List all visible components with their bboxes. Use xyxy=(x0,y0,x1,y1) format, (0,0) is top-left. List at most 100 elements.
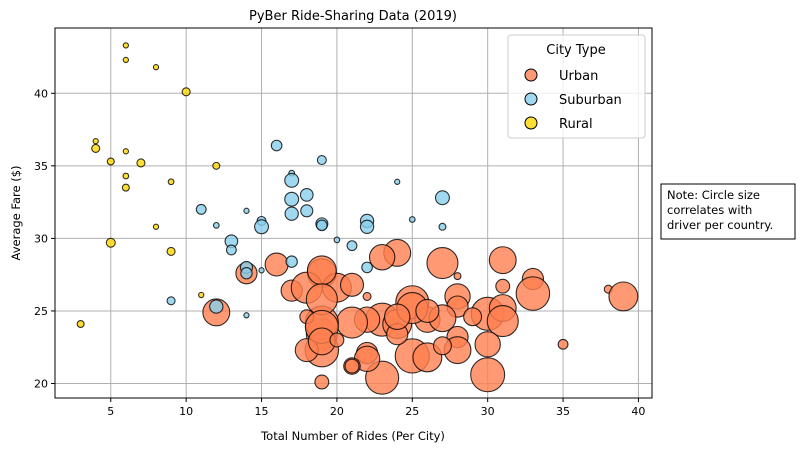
series-suburban xyxy=(166,139,450,319)
urban-bubble xyxy=(474,331,501,358)
x-tick-label: 35 xyxy=(556,405,570,418)
rural-bubble xyxy=(105,237,116,248)
x-tick-label: 15 xyxy=(255,405,269,418)
legend-marker-urban xyxy=(524,68,538,82)
note-box: Note: Circle size correlates with driver… xyxy=(660,183,796,240)
urban-bubble xyxy=(329,332,345,348)
rural-bubble xyxy=(122,172,130,180)
rural-bubble xyxy=(121,183,130,192)
x-tick-label: 25 xyxy=(405,405,419,418)
rural-bubble xyxy=(167,178,175,186)
chart-title: PyBer Ride-Sharing Data (2019) xyxy=(249,9,457,24)
suburban-bubble xyxy=(316,155,327,166)
y-tick-label: 25 xyxy=(34,305,48,318)
suburban-bubble xyxy=(254,219,270,235)
rural-bubble xyxy=(122,42,130,49)
rural-bubble xyxy=(136,158,146,168)
suburban-bubble xyxy=(225,244,237,256)
urban-bubble xyxy=(314,374,330,390)
rural-bubble xyxy=(122,56,130,64)
x-tick-label: 5 xyxy=(107,405,114,418)
suburban-bubble xyxy=(394,178,401,185)
urban-bubble xyxy=(306,255,337,286)
urban-bubble xyxy=(368,244,396,271)
x-tick-label: 20 xyxy=(330,405,344,418)
x-tick-label: 40 xyxy=(631,405,645,418)
suburban-bubble xyxy=(195,203,207,215)
y-axis-ticks: 20 25 30 35 40 xyxy=(34,87,55,390)
suburban-bubble xyxy=(299,187,314,202)
legend-marker-suburban xyxy=(524,92,538,106)
note-line-2: correlates with xyxy=(667,203,752,217)
x-axis-ticks: 5 10 15 20 25 30 35 40 xyxy=(107,398,645,418)
suburban-bubble xyxy=(285,255,298,268)
rural-bubble xyxy=(152,223,160,230)
rural-bubble xyxy=(122,148,130,155)
urban-bubble xyxy=(339,272,365,297)
urban-bubble xyxy=(264,252,289,277)
x-axis-label: Total Number of Rides (Per City) xyxy=(260,429,445,443)
y-tick-label: 20 xyxy=(34,377,48,390)
series-rural xyxy=(76,42,221,329)
y-tick-label: 30 xyxy=(34,232,48,245)
urban-bubble xyxy=(432,336,452,356)
series-urban xyxy=(202,238,639,395)
urban-bubble xyxy=(557,338,569,350)
urban-bubble xyxy=(453,272,462,281)
y-tick-label: 35 xyxy=(34,160,48,173)
urban-bubble xyxy=(488,246,517,275)
urban-bubble xyxy=(335,306,369,339)
suburban-bubble xyxy=(243,312,250,319)
rural-bubble xyxy=(76,319,85,329)
urban-bubble xyxy=(470,357,506,393)
rural-bubble xyxy=(181,87,191,97)
legend-marker-rural xyxy=(524,116,538,130)
legend-label-rural: Rural xyxy=(559,117,593,132)
rural-bubble xyxy=(152,64,160,71)
suburban-bubble xyxy=(258,267,265,274)
note-line-1: Note: Circle size xyxy=(667,188,760,202)
suburban-bubble xyxy=(284,191,300,207)
legend: City Type Urban Suburban Rural xyxy=(507,34,646,139)
plot-frame xyxy=(54,27,653,399)
urban-bubble xyxy=(344,358,360,374)
suburban-bubble xyxy=(240,267,253,280)
rural-bubble xyxy=(92,138,99,145)
rural-bubble xyxy=(198,291,205,299)
suburban-bubble xyxy=(166,296,176,306)
suburban-bubble xyxy=(408,216,416,223)
urban-bubble xyxy=(463,307,483,327)
urban-bubble xyxy=(608,281,639,312)
legend-title: City Type xyxy=(546,43,605,58)
suburban-bubble xyxy=(333,236,341,244)
x-tick-label: 30 xyxy=(481,405,495,418)
urban-bubble xyxy=(415,298,440,323)
rural-bubble xyxy=(106,157,115,166)
suburban-bubble xyxy=(284,206,299,221)
rural-bubble xyxy=(91,143,101,153)
urban-bubble xyxy=(495,278,511,294)
suburban-bubble xyxy=(438,222,447,231)
legend-label-suburban: Suburban xyxy=(559,93,622,108)
suburban-bubble xyxy=(212,221,220,229)
suburban-bubble xyxy=(361,261,373,274)
y-tick-label: 40 xyxy=(34,87,48,100)
y-axis-label: Average Fare ($) xyxy=(9,166,23,261)
rural-bubble xyxy=(212,161,221,170)
urban-bubble xyxy=(362,291,372,301)
suburban-bubble xyxy=(300,204,314,218)
note-line-3: driver per country. xyxy=(667,218,773,232)
suburban-bubble xyxy=(243,207,250,214)
x-tick-label: 10 xyxy=(179,405,193,418)
suburban-bubble xyxy=(346,240,358,252)
urban-bubble xyxy=(426,247,459,280)
suburban-bubble xyxy=(359,219,375,234)
suburban-bubble xyxy=(284,172,300,188)
urban-bubble xyxy=(515,276,551,311)
urban-bubble xyxy=(384,303,411,330)
suburban-bubble xyxy=(209,299,224,314)
urban-bubble xyxy=(486,305,519,338)
suburban-bubble xyxy=(315,219,328,232)
suburban-bubble xyxy=(270,139,283,152)
